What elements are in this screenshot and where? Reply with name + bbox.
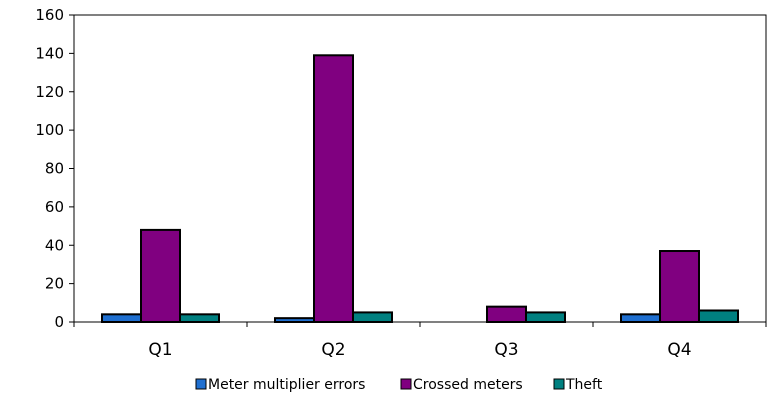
x-category-label: Q2 <box>321 340 345 360</box>
bar-q1-series-2 <box>140 228 181 323</box>
bars <box>101 54 739 324</box>
legend-swatch <box>553 378 565 390</box>
y-tick-label: 100 <box>35 121 64 139</box>
bar-q2-series-2 <box>313 54 354 323</box>
legend-swatch <box>195 378 207 390</box>
legend-label: Meter multiplier errors <box>208 377 365 393</box>
x-category-label: Q4 <box>667 340 691 360</box>
legend-swatch <box>400 378 412 390</box>
bar-q2-series-1 <box>274 317 315 324</box>
bar-q1-series-1 <box>101 313 142 324</box>
bar-q3-series-3 <box>525 311 566 323</box>
bar-q4-series-1 <box>620 313 661 324</box>
x-category-label: Q1 <box>148 340 172 360</box>
y-tick-label: 160 <box>35 6 64 24</box>
y-axis: 0 20 40 60 80 100 120 140 160 <box>35 6 74 331</box>
bar-q3-series-2 <box>486 305 527 323</box>
legend-label: Crossed meters <box>413 377 523 393</box>
legend: Meter multiplier errors Crossed meters The… <box>195 377 603 393</box>
x-axis: Q1 Q2 Q3 Q4 <box>73 322 767 360</box>
y-tick-label: 140 <box>35 44 64 62</box>
plot-area <box>73 14 767 323</box>
y-tick-label: 60 <box>45 198 64 216</box>
x-category-label: Q3 <box>494 340 518 360</box>
y-tick-label: 40 <box>45 236 64 254</box>
bar-q2-series-3 <box>352 311 393 323</box>
y-tick-label: 0 <box>54 313 64 331</box>
bar-q1-series-3 <box>179 313 220 324</box>
bar-q4-series-3 <box>698 309 739 323</box>
y-tick-label: 80 <box>45 160 64 178</box>
legend-label: Theft <box>565 377 603 393</box>
bar-q4-series-2 <box>659 250 700 324</box>
y-tick-label: 120 <box>35 83 64 101</box>
y-tick-label: 20 <box>45 275 64 293</box>
